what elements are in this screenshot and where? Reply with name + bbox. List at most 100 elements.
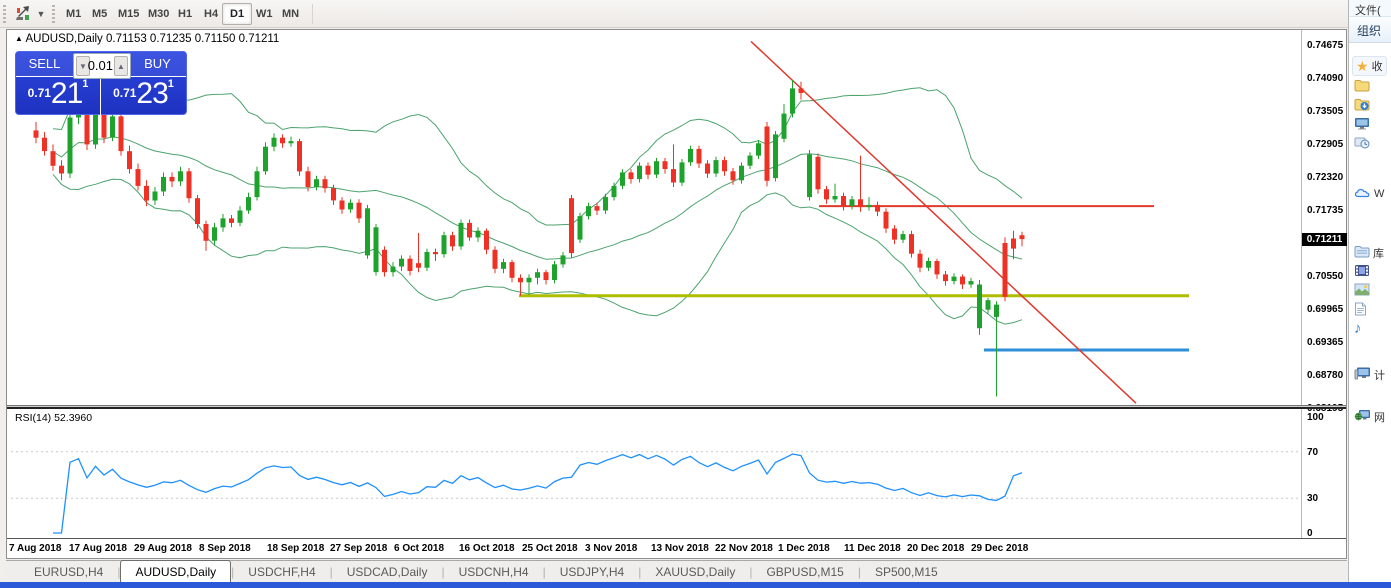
explorer-item-library[interactable]: 库	[1354, 244, 1384, 261]
date-axis-label: 1 Dec 2018	[778, 543, 830, 554]
price-axis-label: 0.74090	[1307, 73, 1344, 84]
buy-price[interactable]: 0.71231	[101, 77, 186, 115]
timeframe-button-M1[interactable]: M1	[66, 8, 82, 20]
document-icon	[1354, 302, 1367, 319]
explorer-item-folder[interactable]	[1354, 78, 1370, 95]
explorer-item-desktop[interactable]	[1354, 116, 1370, 133]
chart-shift-icon[interactable]	[12, 3, 34, 25]
explorer-item-label: W	[1374, 188, 1385, 200]
timeframe-button-M30[interactable]: M30	[148, 8, 170, 20]
price-axis[interactable]: 0.74675 0.74090 0.73505 0.72905 0.72320 0.717…	[1301, 30, 1347, 539]
candle-body	[212, 227, 217, 241]
candle-body	[416, 263, 421, 268]
explorer-item-label: 网	[1374, 411, 1385, 424]
chart-tab-XAUUSD[interactable]: XAUUSD,Daily	[655, 565, 736, 579]
chart-tab-AUDUSD[interactable]: AUDUSD,Daily	[120, 560, 232, 582]
candle-body	[849, 199, 855, 206]
candle-body	[645, 165, 651, 175]
date-axis-label: 20 Dec 2018	[907, 543, 965, 554]
lot-increase-button[interactable]: ▲	[114, 56, 128, 76]
buy-button[interactable]: BUY	[129, 52, 186, 77]
explorer-file-menu[interactable]: 文件(	[1349, 0, 1391, 17]
lot-size-input[interactable]: 0.01	[87, 58, 113, 73]
explorer-item-cloud[interactable]: W	[1354, 186, 1384, 202]
video-icon	[1354, 264, 1370, 280]
explorer-item-network[interactable]: 网	[1354, 408, 1385, 425]
rsi-axis-label: 0	[1307, 528, 1313, 539]
candle-body	[917, 253, 923, 268]
tab-separator: |	[638, 565, 642, 579]
chart-tab-USDCHF[interactable]: USDCHF,H4	[248, 565, 316, 579]
candlestick-chart[interactable]	[7, 30, 1346, 408]
candle-body	[518, 277, 523, 283]
pane-divider[interactable]	[7, 405, 1346, 409]
sell-price[interactable]: 0.71211	[16, 77, 101, 115]
candle-body	[382, 249, 387, 273]
candle-body	[271, 137, 277, 147]
explorer-item-video[interactable]	[1354, 264, 1370, 280]
timeframe-button-H4[interactable]: H4	[204, 8, 219, 20]
explorer-item-picture[interactable]	[1354, 283, 1370, 299]
folder-icon	[1354, 78, 1370, 95]
rsi-indicator-chart[interactable]	[7, 30, 1346, 538]
candle-body	[450, 235, 455, 247]
explorer-item-music[interactable]: ♪	[1354, 321, 1362, 336]
candle-body	[288, 141, 294, 144]
timeframe-button-H1[interactable]: H1	[178, 8, 193, 20]
chart-tab-EURUSD[interactable]: EURUSD,H4	[34, 565, 104, 579]
sell-button[interactable]: SELL	[16, 52, 73, 77]
explorer-organize-button[interactable]: 组织	[1349, 17, 1391, 43]
candle-body	[900, 234, 906, 240]
candle-body	[433, 252, 438, 255]
toolbar-grip[interactable]	[52, 5, 55, 23]
candle-body	[688, 148, 693, 163]
tab-separator: |	[329, 565, 333, 579]
timeframe-button-M5[interactable]: M5	[92, 8, 108, 20]
candle-body	[934, 261, 940, 275]
explorer-item-document[interactable]	[1354, 302, 1367, 319]
chart-tab-USDCNH[interactable]: USDCNH,H4	[458, 565, 529, 579]
timeframe-button-M15[interactable]: M15	[118, 8, 140, 20]
toolbar-dropdown-caret[interactable]: ▼	[36, 9, 46, 19]
candle-body	[832, 196, 838, 200]
candle-body	[994, 304, 999, 317]
candle-body	[246, 197, 251, 211]
timeframe-button-D1[interactable]: D1	[222, 3, 253, 25]
sell-price-big: 21	[50, 77, 83, 110]
collapse-triangle-icon[interactable]: ▲	[15, 34, 23, 43]
price-axis-label: 0.74675	[1307, 40, 1344, 51]
toolbar-separator	[312, 4, 313, 24]
explorer-item-star[interactable]: ★ 收	[1352, 56, 1387, 76]
toolbar-grip[interactable]	[3, 5, 6, 23]
timeframe-button-W1[interactable]: W1	[256, 8, 273, 20]
candle-body	[747, 155, 753, 166]
chart-tab-USDCAD[interactable]: USDCAD,Daily	[346, 565, 428, 579]
downtrend-red-line[interactable]	[750, 40, 1137, 404]
candle-body	[93, 113, 98, 145]
candle-body	[798, 88, 804, 93]
tab-separator: |	[749, 565, 753, 579]
explorer-item-folder-download[interactable]	[1354, 97, 1370, 114]
rsi-indicator-label: RSI(14) 52.3960	[15, 412, 93, 424]
chart-tab-SP500[interactable]: SP500,M15	[874, 565, 938, 579]
explorer-item-computer[interactable]: 计	[1354, 366, 1385, 383]
timeframe-button-MN[interactable]: MN	[282, 8, 300, 20]
chart-tab-GBPUSD[interactable]: GBPUSD,M15	[766, 565, 844, 579]
candle-body	[399, 258, 404, 267]
explorer-item-recent[interactable]	[1354, 135, 1370, 152]
date-axis[interactable]: 7 Aug 2018 17 Aug 2018 29 Aug 2018 8 Sep 20…	[7, 538, 1346, 558]
candle-body	[501, 262, 506, 269]
candle-body	[186, 171, 192, 199]
candle-body	[1019, 235, 1025, 240]
candle-body	[322, 179, 328, 189]
candle-body	[339, 200, 345, 210]
chart-tab-USDJPY[interactable]: USDJPY,H4	[559, 565, 625, 579]
one-click-trade-panel: SELL ▼ 0.01 ▲ BUY 0.71211 0.71231	[15, 51, 187, 115]
candle-body	[611, 185, 617, 198]
chart-ohlc-values: 0.71153 0.71235 0.71150 0.71211	[106, 33, 280, 45]
explorer-item-label: 计	[1374, 369, 1385, 382]
lot-decrease-button[interactable]: ▼	[76, 56, 90, 76]
candle-body	[875, 204, 880, 212]
candle-body	[824, 189, 829, 200]
candle-body	[654, 161, 659, 175]
